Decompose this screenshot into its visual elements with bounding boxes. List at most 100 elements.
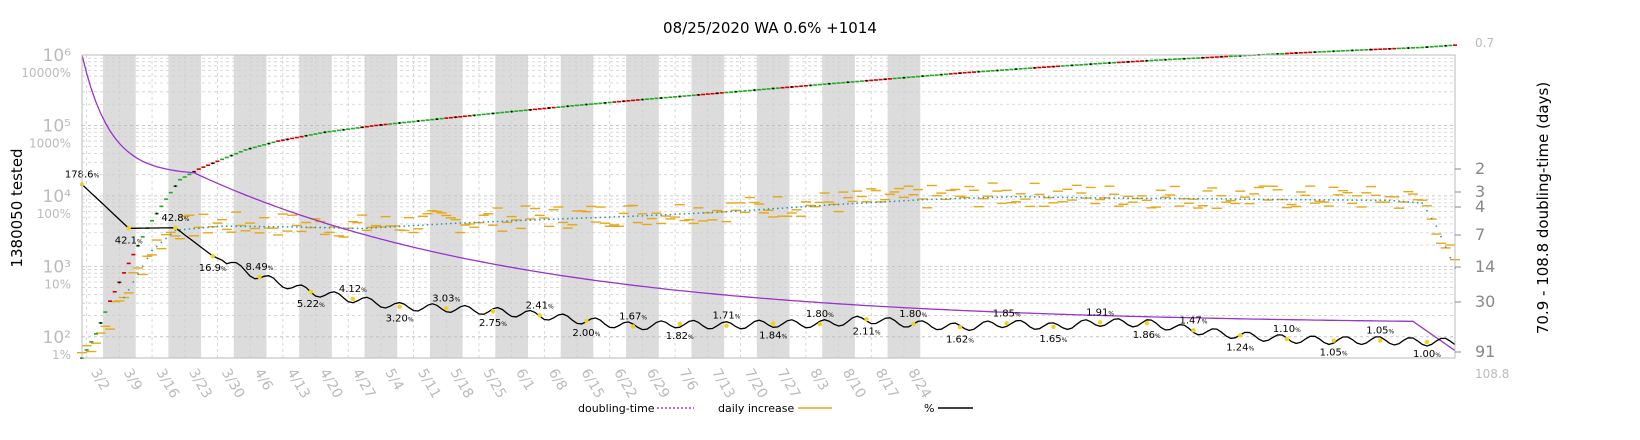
trend-dot: [1131, 197, 1134, 200]
pct-label: 16.9%: [199, 263, 227, 274]
trend-dot: [856, 202, 859, 205]
cumulative-dot: [1295, 52, 1298, 55]
trend-dot: [132, 281, 135, 283]
pct-label-unit: %: [408, 317, 414, 324]
cumulative-dot: [604, 101, 607, 104]
x-tick-label: 4/13: [283, 366, 313, 401]
trend-dot: [1094, 196, 1097, 199]
trend-dot: [1117, 197, 1120, 200]
trend-dot: [1155, 197, 1158, 200]
pct-label-unit: %: [93, 172, 99, 179]
trend-dot: [1304, 198, 1307, 201]
x-tick-label: 6/8: [545, 366, 570, 394]
percent-axis-ticks: 1% 10% 100% 1000% 10000%: [21, 66, 71, 362]
legend-doubling-label: doubling-time: [578, 402, 655, 415]
legend: doubling-time daily increase %: [578, 402, 973, 415]
trend-dot: [1313, 198, 1316, 201]
trend-dot: [225, 225, 228, 228]
trend-dot: [786, 206, 789, 209]
trend-dot: [912, 199, 915, 202]
trend-dot: [945, 198, 947, 200]
trend-dot: [688, 212, 691, 215]
percent-labels: 178.6%42.1%42.8%16.9% 8.49%5.22%4.12%3.20…: [65, 169, 1441, 360]
x-tick-label: 7/6: [676, 366, 701, 394]
trend-dot: [1248, 198, 1251, 201]
daily-increase-marks: [77, 182, 1460, 354]
trend-dot: [762, 208, 765, 211]
trend-dot: [1136, 197, 1139, 200]
trend-dot: [1024, 195, 1027, 198]
y-tick-label: 10²: [43, 328, 71, 348]
trend-dot: [1066, 196, 1069, 199]
pct-marker: [584, 318, 589, 324]
trend-dot: [538, 218, 541, 221]
trend-dot: [314, 226, 317, 229]
pct-marker: [397, 304, 402, 309]
x-tick-label: 5/18: [447, 366, 477, 401]
trend-dot: [422, 224, 424, 226]
x-tick-label: 6/15: [578, 366, 608, 401]
trend-dot: [323, 226, 326, 229]
x-tick-label: 3/16: [153, 366, 183, 401]
x-tick-label: 8/17: [872, 366, 902, 401]
y-axis-label-right: 70.9 - 108.8 doubling-time (days): [1534, 82, 1552, 334]
trend-dot: [1122, 197, 1125, 200]
pct-marker: [537, 313, 542, 318]
trend-dot: [664, 213, 667, 216]
trend-dot: [1089, 196, 1092, 199]
trend-dot: [1229, 198, 1232, 200]
right-tick-label: 7: [1475, 225, 1485, 244]
trend-dot: [1192, 197, 1195, 200]
trend-dot: [1183, 197, 1186, 200]
pct-tick-label: 1%: [52, 348, 71, 362]
pct-label-unit: %: [688, 334, 694, 341]
cumulative-dot: [716, 92, 719, 95]
pct-marker: [1331, 338, 1336, 343]
cumulative-dot: [958, 72, 961, 75]
trend-dot: [1071, 196, 1073, 199]
pct-label: 5.22%: [297, 299, 325, 310]
trend-dot: [1113, 197, 1115, 200]
cumulative-dot: [305, 134, 308, 137]
trend-dot: [702, 211, 705, 214]
trend-dot: [795, 206, 798, 209]
trend-dot: [216, 225, 219, 228]
trend-dot: [534, 219, 536, 221]
trend-dot: [730, 210, 733, 213]
pct-label-unit: %: [319, 302, 325, 309]
pct-marker: [817, 321, 823, 327]
trend-dot: [987, 196, 989, 199]
trend-dot: [1159, 197, 1162, 200]
cumulative-dot: [828, 82, 831, 85]
cumulative-dot: [809, 84, 812, 87]
pct-label: 1.24%: [1226, 342, 1254, 353]
pct-label-unit: %: [184, 216, 190, 223]
trend-dot: [1262, 198, 1265, 201]
trend-dot: [804, 205, 807, 208]
trend-dot: [384, 226, 387, 229]
cumulative-dot: [660, 97, 663, 100]
trend-dot: [935, 198, 938, 201]
cumulative-dot: [155, 212, 158, 215]
pct-marker: [126, 226, 131, 231]
cumulative-dot: [884, 78, 887, 81]
trend-dot: [548, 218, 550, 221]
trend-dot: [431, 223, 434, 226]
y-tick-label: 10³: [43, 257, 71, 277]
trend-dot: [375, 226, 378, 229]
trend-dot: [1201, 197, 1204, 200]
trend-dot: [646, 214, 648, 217]
trend-dot: [1085, 196, 1087, 199]
trend-dot: [1421, 202, 1424, 204]
trend-dot: [1038, 196, 1041, 198]
pct-label-unit: %: [268, 265, 274, 272]
pct-label-unit: %: [781, 333, 787, 340]
pct-marker: [257, 274, 262, 280]
trend-dot: [1276, 198, 1279, 201]
pct-marker: [1051, 324, 1056, 329]
trend-dot: [1444, 246, 1447, 249]
trend-dot: [772, 207, 775, 210]
trend-dot: [678, 213, 681, 215]
trend-dot: [1197, 197, 1200, 200]
trend-dot: [828, 204, 831, 206]
